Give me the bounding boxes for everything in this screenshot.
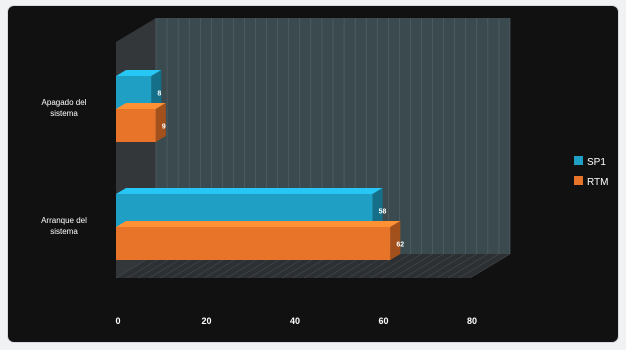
x-tick-label: 0 bbox=[115, 316, 120, 326]
bar-end-sp1 bbox=[372, 188, 383, 227]
floor-grid-line bbox=[469, 253, 511, 279]
category-label: sistema bbox=[50, 227, 78, 236]
floor-grid-line bbox=[458, 253, 500, 279]
data-label: 58 bbox=[379, 209, 387, 216]
floor-grid-line bbox=[414, 253, 455, 279]
legend-swatch-rtm bbox=[574, 176, 583, 185]
floor-grid-line bbox=[425, 253, 466, 279]
bar-rtm bbox=[116, 227, 391, 260]
legend-label-rtm: RTM bbox=[587, 177, 608, 188]
bar-chart: 8 9 Apagado del sistema 58 62 Arranque del sist… bbox=[41, 18, 608, 326]
floor-grid-line bbox=[403, 253, 444, 279]
floor-grid-line bbox=[447, 253, 489, 279]
data-label: 9 bbox=[162, 124, 166, 131]
bar-end-rtm bbox=[155, 103, 166, 142]
bar-top-sp1 bbox=[116, 188, 383, 194]
bar-top-rtm bbox=[116, 103, 166, 109]
bar-rtm bbox=[116, 109, 156, 142]
category-label: Arranque del bbox=[41, 216, 87, 225]
chart-frame: 8 9 Apagado del sistema 58 62 Arranque del sist… bbox=[8, 6, 618, 342]
x-tick-label: 80 bbox=[467, 316, 477, 326]
data-label: 8 bbox=[157, 91, 161, 98]
legend-label-sp1: SP1 bbox=[587, 157, 606, 168]
floor-grid-line bbox=[436, 253, 477, 279]
category-label: Apagado del bbox=[42, 98, 87, 107]
floor-grid-line bbox=[392, 253, 433, 279]
bar-top-sp1 bbox=[116, 70, 162, 76]
x-tick-label: 40 bbox=[290, 316, 300, 326]
bar-top-rtm bbox=[116, 221, 401, 227]
floor-grid-line bbox=[370, 253, 411, 279]
x-tick-label: 20 bbox=[201, 316, 211, 326]
x-tick-label: 60 bbox=[378, 316, 388, 326]
category-label: sistema bbox=[50, 109, 78, 118]
legend-swatch-sp1 bbox=[574, 156, 583, 165]
bar-end-rtm bbox=[390, 221, 401, 260]
data-label: 62 bbox=[396, 242, 404, 249]
floor-grid-line bbox=[381, 253, 422, 279]
bar-end-sp1 bbox=[151, 70, 162, 109]
